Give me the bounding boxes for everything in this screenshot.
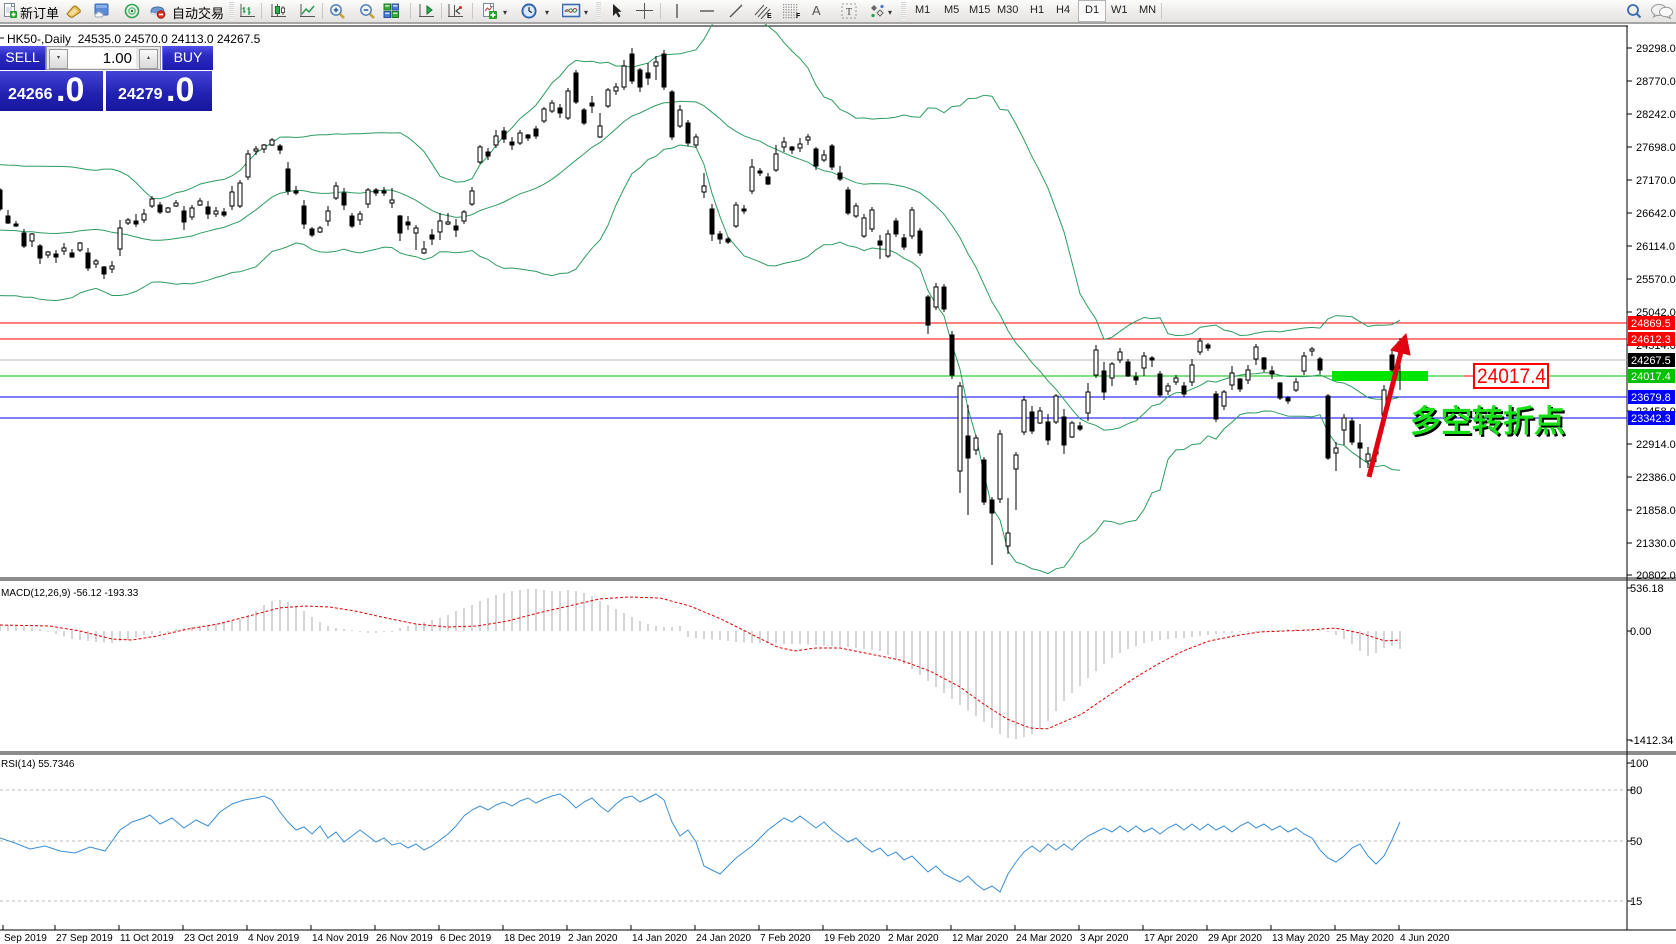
svg-text:12 Mar 2020: 12 Mar 2020 xyxy=(952,933,1009,944)
svg-text:7 Feb 2020: 7 Feb 2020 xyxy=(760,933,811,944)
svg-text:Sep 2019: Sep 2019 xyxy=(4,933,47,944)
svg-text:17 Apr 2020: 17 Apr 2020 xyxy=(1144,933,1198,944)
svg-text:18 Dec 2019: 18 Dec 2019 xyxy=(504,933,561,944)
svg-text:-1412.34: -1412.34 xyxy=(1630,735,1673,747)
svg-text:100: 100 xyxy=(1630,758,1648,770)
svg-text:3 Apr 2020: 3 Apr 2020 xyxy=(1080,933,1129,944)
svg-text:4 Nov 2019: 4 Nov 2019 xyxy=(248,933,300,944)
svg-text:24 Mar 2020: 24 Mar 2020 xyxy=(1016,933,1073,944)
svg-text:24869.5: 24869.5 xyxy=(1631,318,1671,330)
svg-text:24612.3: 24612.3 xyxy=(1631,334,1671,346)
svg-text:22914.0: 22914.0 xyxy=(1636,439,1676,451)
svg-text:HK50-,Daily 24535.0 24570.0 2: HK50-,Daily 24535.0 24570.0 24113.0 2426… xyxy=(7,32,261,46)
svg-text:E: E xyxy=(767,13,772,19)
svg-text:27698.0: 27698.0 xyxy=(1636,142,1676,154)
svg-text:20802.0: 20802.0 xyxy=(1636,570,1676,582)
svg-text:21330.0: 21330.0 xyxy=(1636,538,1676,550)
svg-text:24017.4: 24017.4 xyxy=(1631,371,1671,383)
svg-text:27170.0: 27170.0 xyxy=(1636,175,1676,187)
svg-text:50: 50 xyxy=(1630,836,1642,848)
svg-text:29298.0: 29298.0 xyxy=(1636,43,1676,55)
svg-text:26 Nov 2019: 26 Nov 2019 xyxy=(376,933,433,944)
svg-text:25570.0: 25570.0 xyxy=(1636,274,1676,286)
svg-text:6 Dec 2019: 6 Dec 2019 xyxy=(440,933,492,944)
svg-text:23 Oct 2019: 23 Oct 2019 xyxy=(184,933,239,944)
svg-text:多空转折点: 多空转折点 xyxy=(1410,404,1565,439)
svg-text:21858.0: 21858.0 xyxy=(1636,505,1676,517)
svg-text:24267.5: 24267.5 xyxy=(1631,355,1671,367)
svg-text:11 Oct 2019: 11 Oct 2019 xyxy=(120,933,174,944)
svg-text:23342.3: 23342.3 xyxy=(1631,413,1671,425)
svg-text:T: T xyxy=(846,7,852,18)
svg-text:29 Apr 2020: 29 Apr 2020 xyxy=(1208,933,1262,944)
svg-text:22386.0: 22386.0 xyxy=(1636,472,1676,484)
svg-text:19 Feb 2020: 19 Feb 2020 xyxy=(824,933,881,944)
svg-text:多空转折点: 多空转折点 xyxy=(1412,406,1567,441)
svg-text:26642.0: 26642.0 xyxy=(1636,208,1676,220)
svg-text:2 Jan 2020: 2 Jan 2020 xyxy=(568,933,618,944)
svg-text:14 Nov 2019: 14 Nov 2019 xyxy=(312,933,369,944)
svg-text:80: 80 xyxy=(1630,785,1642,797)
svg-text:14 Jan 2020: 14 Jan 2020 xyxy=(632,933,687,944)
svg-text:27 Sep 2019: 27 Sep 2019 xyxy=(56,933,113,944)
svg-text:536.18: 536.18 xyxy=(1630,583,1664,595)
svg-text:24017.4: 24017.4 xyxy=(1477,365,1546,388)
svg-text:25 May 2020: 25 May 2020 xyxy=(1336,933,1394,944)
svg-text:13 May 2020: 13 May 2020 xyxy=(1272,933,1330,944)
svg-text:26114.0: 26114.0 xyxy=(1636,241,1675,253)
svg-text:15: 15 xyxy=(1630,896,1642,908)
svg-text:28770.0: 28770.0 xyxy=(1636,76,1676,88)
svg-text:4 Jun 2020: 4 Jun 2020 xyxy=(1400,933,1450,944)
svg-text:2 Mar 2020: 2 Mar 2020 xyxy=(888,933,939,944)
svg-text:F: F xyxy=(796,13,801,19)
svg-text:28242.0: 28242.0 xyxy=(1636,109,1676,121)
svg-text:23679.8: 23679.8 xyxy=(1631,392,1671,404)
svg-text:24 Jan 2020: 24 Jan 2020 xyxy=(696,933,751,944)
svg-text:0.00: 0.00 xyxy=(1630,626,1651,638)
svg-text:MACD(12,26,9) -56.12 -193.33: MACD(12,26,9) -56.12 -193.33 xyxy=(1,588,139,599)
svg-text:RSI(14) 55.7346: RSI(14) 55.7346 xyxy=(1,759,75,770)
